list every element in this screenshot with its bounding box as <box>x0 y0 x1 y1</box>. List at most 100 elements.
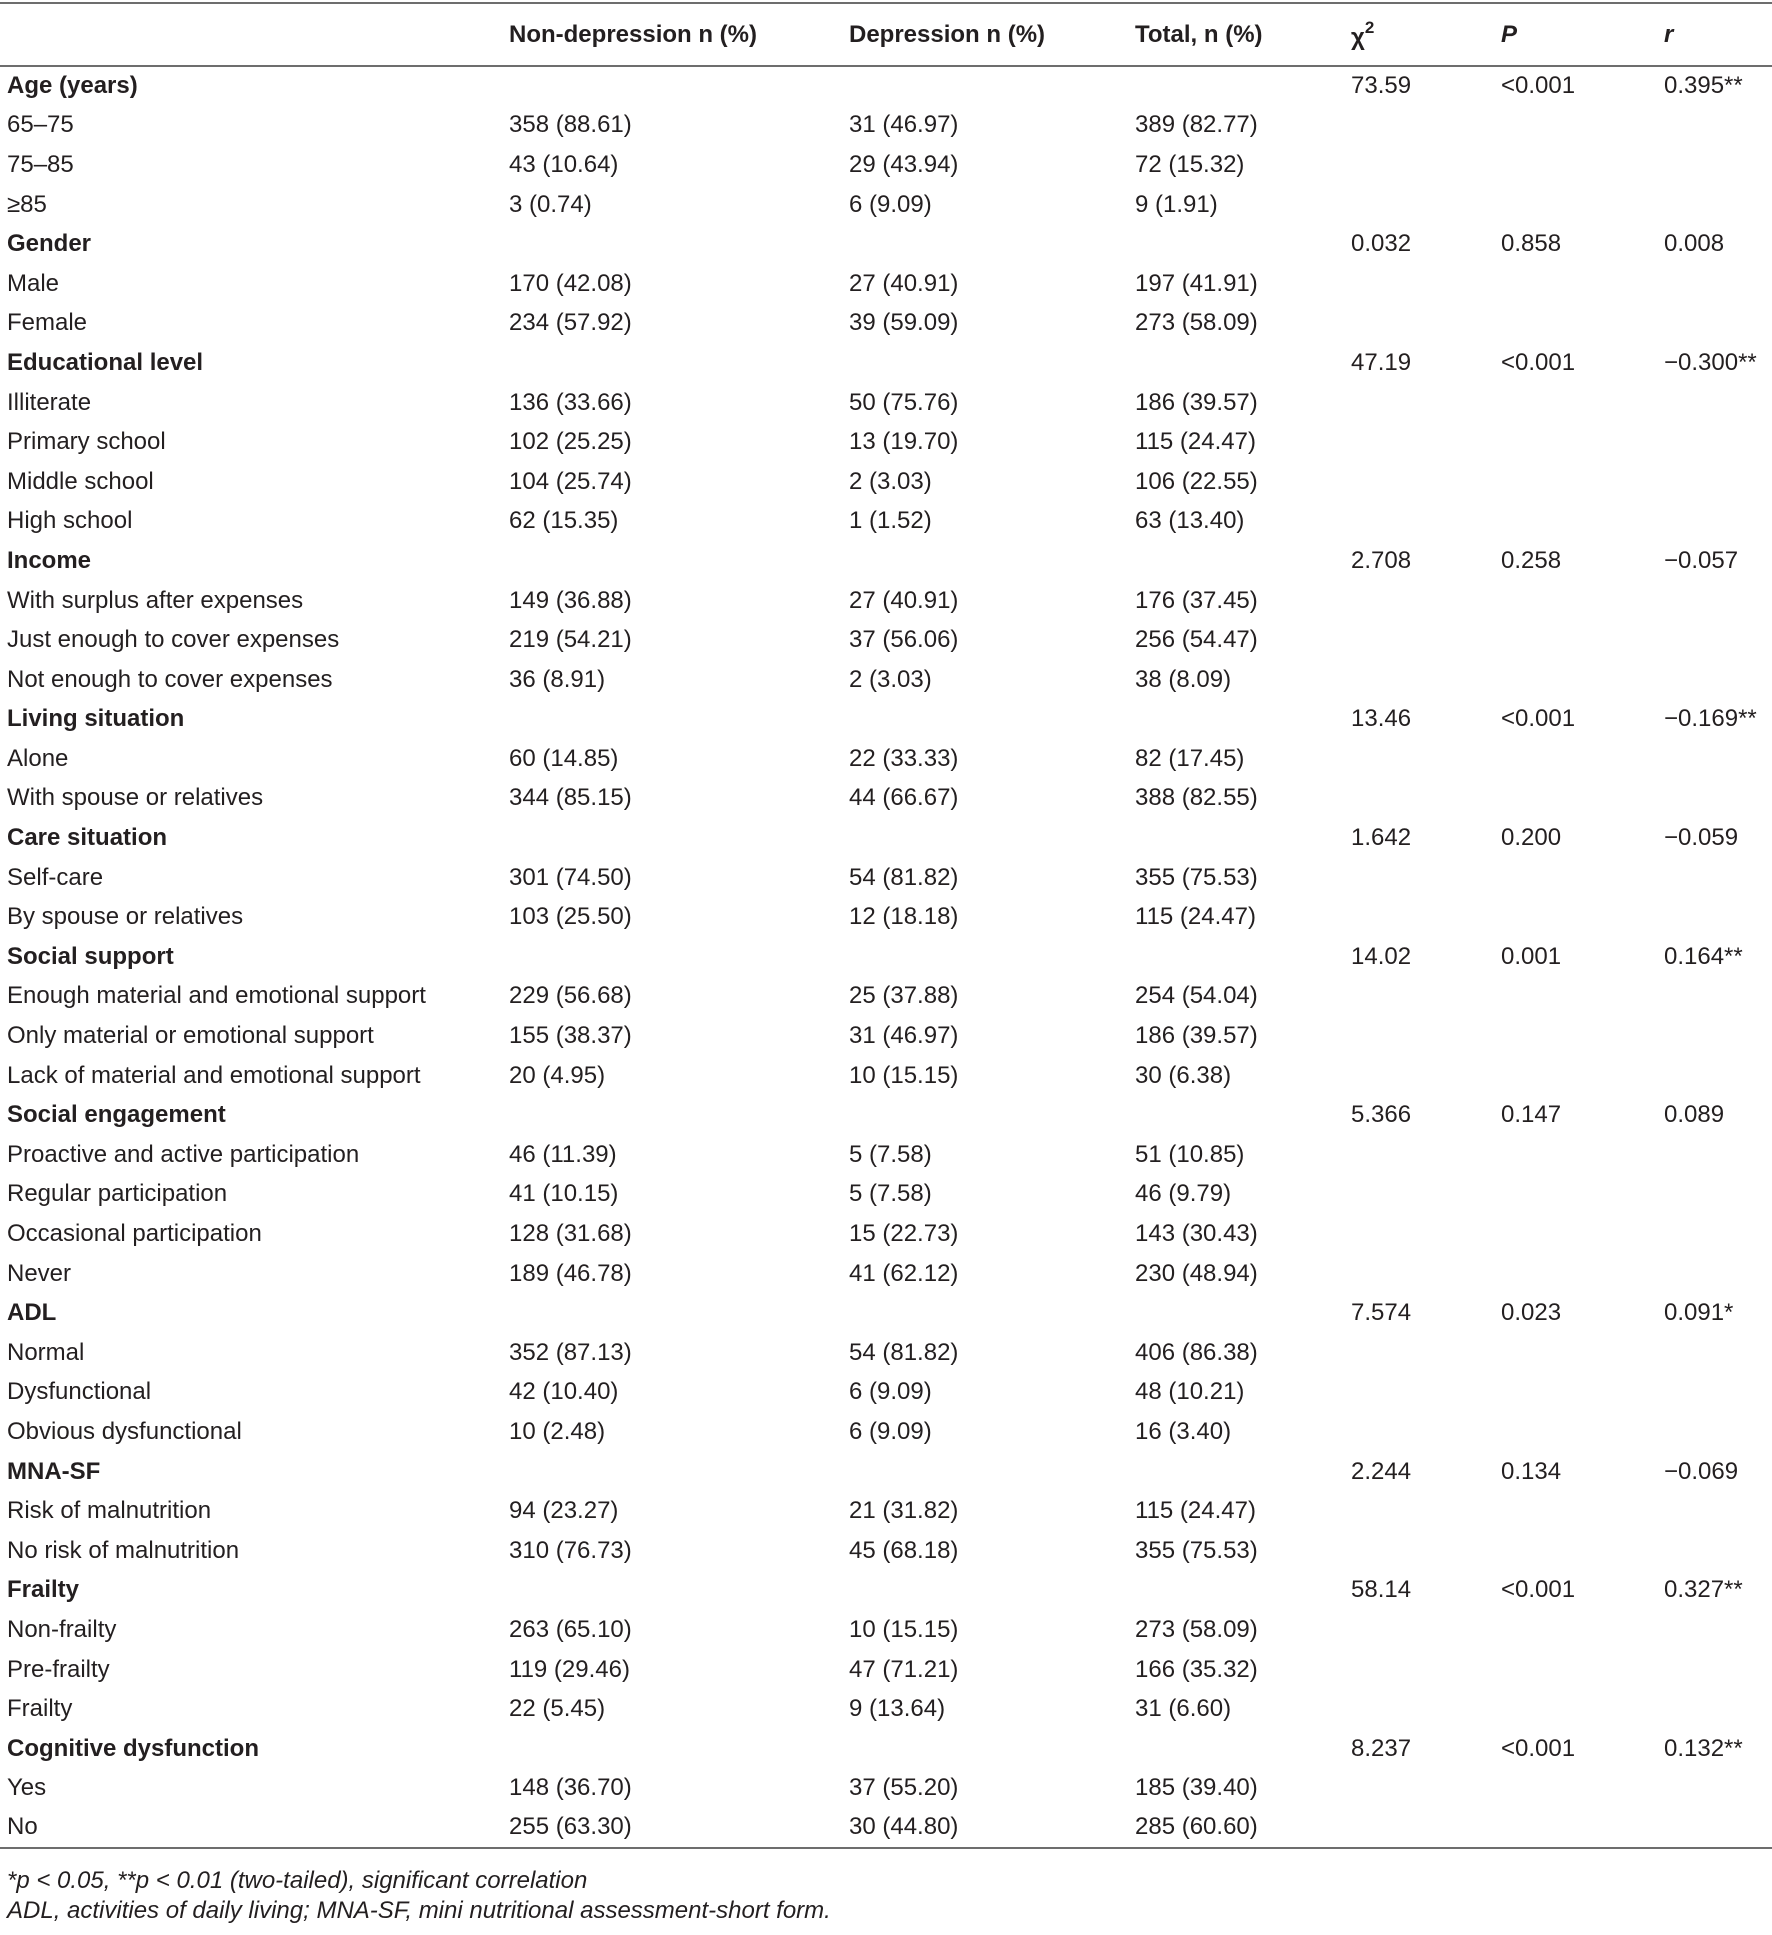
empty-cell <box>842 66 1128 106</box>
depression-value: 10 (15.15) <box>849 1061 959 1089</box>
empty-cell <box>1494 1491 1657 1531</box>
depression-value: 22 (33.33) <box>849 744 959 772</box>
table-row: Just enough to cover expenses 219 (54.21)… <box>0 620 1772 660</box>
r-value: −0.059 <box>1664 824 1739 852</box>
empty-cell <box>1344 620 1494 660</box>
non-depression-value: 136 (33.66) <box>509 388 632 416</box>
empty-cell <box>1494 1175 1657 1215</box>
empty-cell <box>1344 779 1494 819</box>
empty-cell <box>1494 1650 1657 1690</box>
p-value: 0.147 <box>1501 1101 1562 1129</box>
non-depression-value: 344 (85.15) <box>509 784 632 812</box>
empty-cell <box>1494 502 1657 542</box>
row-label: Primary school <box>7 428 166 456</box>
empty-cell <box>1657 1135 1772 1175</box>
non-depression-value: 22 (5.45) <box>509 1695 606 1723</box>
empty-cell <box>1344 383 1494 423</box>
empty-cell <box>1344 1531 1494 1571</box>
total-value: 197 (41.91) <box>1135 269 1258 297</box>
p-value: <0.001 <box>1501 705 1576 733</box>
group-row: Age (years) 73.59 <0.001 0.395** <box>0 66 1772 106</box>
depression-value: 47 (71.21) <box>849 1655 959 1683</box>
chi-square-value: 47.19 <box>1351 348 1412 376</box>
empty-cell <box>1128 1095 1344 1135</box>
empty-cell <box>842 1452 1128 1492</box>
total-value: 389 (82.77) <box>1135 111 1258 139</box>
r-value: 0.008 <box>1664 230 1725 258</box>
chi-square-value: 73.59 <box>1351 72 1412 100</box>
empty-cell <box>502 1293 842 1333</box>
empty-cell <box>1128 1293 1344 1333</box>
empty-cell <box>1344 1808 1494 1848</box>
row-label: With spouse or relatives <box>7 784 264 812</box>
empty-cell <box>1657 1214 1772 1254</box>
depression-value: 41 (62.12) <box>849 1259 959 1287</box>
non-depression-value: 358 (88.61) <box>509 111 632 139</box>
row-label: Normal <box>7 1338 85 1366</box>
non-depression-value: 102 (25.25) <box>509 428 632 456</box>
empty-cell <box>1344 581 1494 621</box>
empty-cell <box>1494 858 1657 898</box>
empty-cell <box>1494 779 1657 819</box>
empty-cell <box>1344 1491 1494 1531</box>
empty-cell <box>1344 897 1494 937</box>
empty-cell <box>1494 1214 1657 1254</box>
chi-square-value: 7.574 <box>1351 1299 1412 1327</box>
p-value: <0.001 <box>1501 1734 1576 1762</box>
empty-cell <box>1657 620 1772 660</box>
depression-value: 27 (40.91) <box>849 586 959 614</box>
empty-cell <box>1344 977 1494 1017</box>
empty-cell <box>1657 1531 1772 1571</box>
total-value: 63 (13.40) <box>1135 507 1245 535</box>
empty-cell <box>1657 779 1772 819</box>
empty-cell <box>1344 1056 1494 1096</box>
empty-cell <box>1657 1175 1772 1215</box>
empty-cell <box>1344 145 1494 185</box>
empty-cell <box>1344 462 1494 502</box>
group-label: ADL <box>7 1299 57 1327</box>
table-row: Enough material and emotional support 229… <box>0 977 1772 1017</box>
table-row: By spouse or relatives 103 (25.50) 12 (18.… <box>0 897 1772 937</box>
row-label: No risk of malnutrition <box>7 1536 240 1564</box>
depression-value: 10 (15.15) <box>849 1615 959 1643</box>
table-row: Middle school 104 (25.74) 2 (3.03) 106 (22.… <box>0 462 1772 502</box>
empty-cell <box>1657 145 1772 185</box>
total-value: 230 (48.94) <box>1135 1259 1258 1287</box>
header-depression: Depression n (%) <box>849 20 1046 48</box>
total-value: 38 (8.09) <box>1135 665 1232 693</box>
group-row: Gender 0.032 0.858 0.008 <box>0 224 1772 264</box>
empty-cell <box>1344 304 1494 344</box>
total-value: 9 (1.91) <box>1135 190 1218 218</box>
table-row: Normal 352 (87.13) 54 (81.82) 406 (86.38) <box>0 1333 1772 1373</box>
empty-cell <box>1344 1214 1494 1254</box>
non-depression-value: 36 (8.91) <box>509 665 606 693</box>
empty-cell <box>842 343 1128 383</box>
depression-value: 5 (7.58) <box>849 1140 932 1168</box>
row-label: 65–75 <box>7 111 74 139</box>
empty-cell <box>1657 462 1772 502</box>
non-depression-value: 20 (4.95) <box>509 1061 606 1089</box>
group-label: Educational level <box>7 348 204 376</box>
depression-value: 1 (1.52) <box>849 507 932 535</box>
r-value: −0.300** <box>1664 348 1757 376</box>
empty-cell <box>1494 581 1657 621</box>
table-row: With surplus after expenses 149 (36.88) 27… <box>0 581 1772 621</box>
empty-cell <box>502 66 842 106</box>
total-value: 186 (39.57) <box>1135 388 1258 416</box>
row-label: With surplus after expenses <box>7 586 304 614</box>
depression-value: 50 (75.76) <box>849 388 959 416</box>
chi-square-value: 14.02 <box>1351 942 1412 970</box>
depression-value: 29 (43.94) <box>849 150 959 178</box>
row-label: Self-care <box>7 863 104 891</box>
table-row: Never 189 (46.78) 41 (62.12) 230 (48.94) <box>0 1254 1772 1294</box>
table-row: Self-care 301 (74.50) 54 (81.82) 355 (75.53… <box>0 858 1772 898</box>
total-value: 355 (75.53) <box>1135 1536 1258 1564</box>
empty-cell <box>842 700 1128 740</box>
row-label: Alone <box>7 744 69 772</box>
empty-cell <box>1657 1373 1772 1413</box>
row-label: Occasional participation <box>7 1220 262 1248</box>
total-value: 31 (6.60) <box>1135 1695 1232 1723</box>
table-row: Pre-frailty 119 (29.46) 47 (71.21) 166 (35.… <box>0 1650 1772 1690</box>
row-label: Regular participation <box>7 1180 228 1208</box>
